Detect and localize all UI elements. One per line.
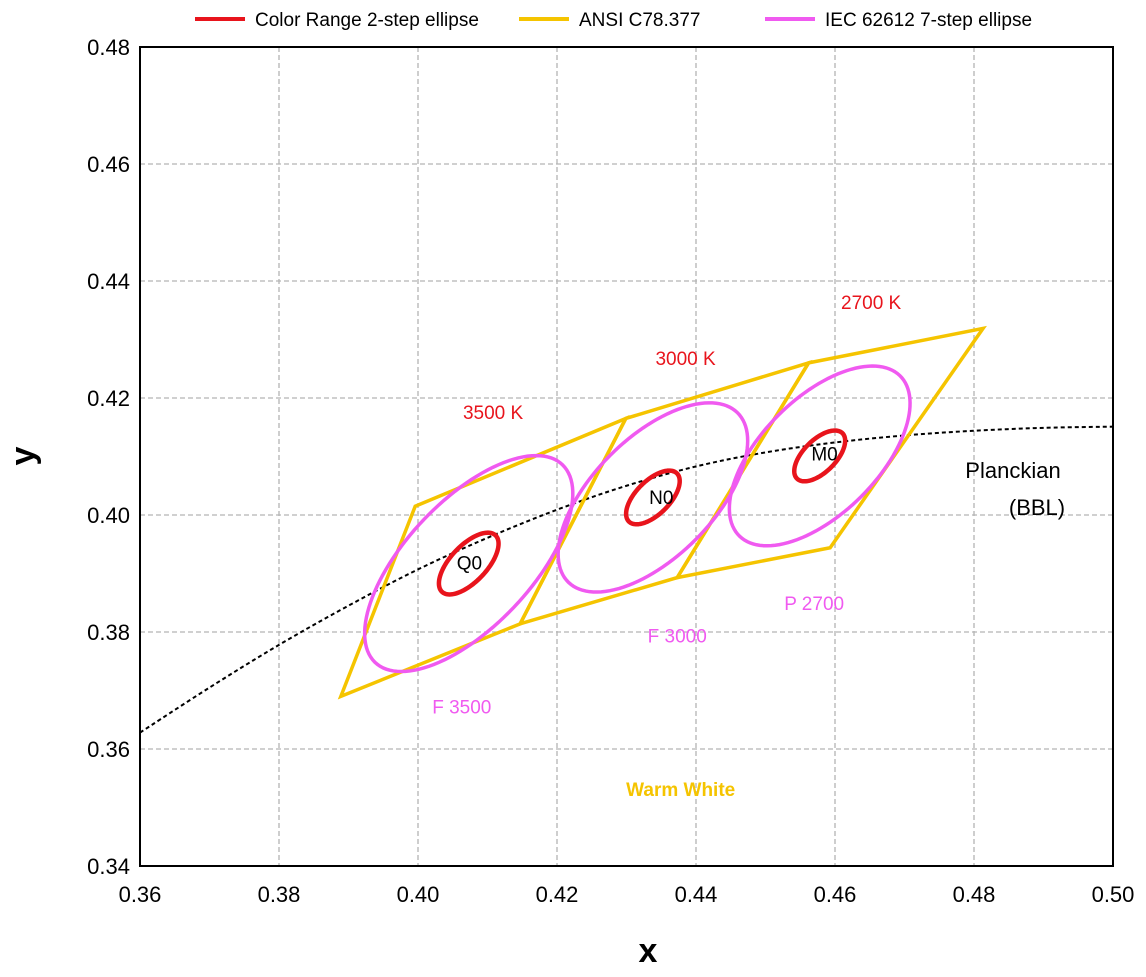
annotations: 3500 K 3000 K 2700 K Q0 N0 M0 F 3500 F 3000 P 27… [432, 293, 901, 801]
grid-lines [140, 47, 1113, 866]
annotation-q0: Q0 [457, 553, 482, 574]
y-tick-label: 0.42 [87, 386, 130, 411]
plot-frame [139, 46, 1114, 867]
x-tick-label: 0.46 [814, 882, 857, 907]
x-tick-label: 0.44 [675, 882, 718, 907]
y-tick-label: 0.34 [87, 854, 130, 879]
annotation-3500-k: 3500 K [463, 403, 524, 424]
legend-label-color-range: Color Range 2-step ellipse [255, 10, 479, 31]
color-range-ellipse-n0 [623, 468, 682, 527]
ansi-quad-2700-k [673, 325, 987, 581]
x-axis-title: x [639, 932, 658, 970]
y-axis-title: y [4, 446, 42, 465]
planckian-label-line2: (BBL) [1009, 495, 1065, 520]
annotation-2700-k: 2700 K [841, 293, 902, 314]
y-tick-label: 0.48 [87, 35, 130, 60]
annotation-m0: M0 [811, 445, 837, 466]
x-tick-label: 0.36 [119, 882, 162, 907]
annotation-p-2700: P 2700 [784, 594, 844, 615]
planckian-locus-line [140, 425, 1113, 734]
iec-ellipse-f-3000 [556, 401, 750, 594]
annotation-n0: N0 [649, 488, 673, 509]
x-tick-label: 0.38 [258, 882, 301, 907]
legend-label-ansi: ANSI C78.377 [579, 10, 700, 31]
y-tick-label: 0.44 [87, 269, 130, 294]
y-tick-label: 0.38 [87, 620, 130, 645]
y-tick-label: 0.40 [87, 503, 130, 528]
color-range-ellipse-q0 [436, 530, 501, 597]
x-tick-label: 0.42 [536, 882, 579, 907]
y-tick-label: 0.36 [87, 737, 130, 762]
legend: Color Range 2-step ellipse ANSI C78.377 … [195, 10, 1032, 31]
color-range-ellipse-m0 [792, 428, 848, 484]
x-tick-label: 0.40 [397, 882, 440, 907]
y-tick-labels: 0.34 0.36 0.38 0.40 0.42 0.44 0.46 0.48 [87, 35, 130, 879]
annotation-f-3500: F 3500 [432, 697, 491, 718]
iec-ellipse-p-2700 [727, 364, 912, 548]
annotation-3000-k: 3000 K [655, 349, 716, 370]
x-tick-label: 0.50 [1092, 882, 1135, 907]
annotation-warm-white: Warm White [626, 780, 735, 801]
y-tick-label: 0.46 [87, 152, 130, 177]
x-tick-label: 0.48 [953, 882, 996, 907]
plot-marks [140, 325, 1113, 734]
annotation-f-3000: F 3000 [648, 627, 707, 648]
planckian-label-line1: Planckian [965, 458, 1060, 483]
x-tick-labels: 0.36 0.38 0.40 0.42 0.44 0.46 0.48 0.50 [119, 882, 1135, 907]
ansi-quad-3500-k [337, 415, 630, 700]
legend-label-iec: IEC 62612 7-step ellipse [825, 10, 1032, 31]
